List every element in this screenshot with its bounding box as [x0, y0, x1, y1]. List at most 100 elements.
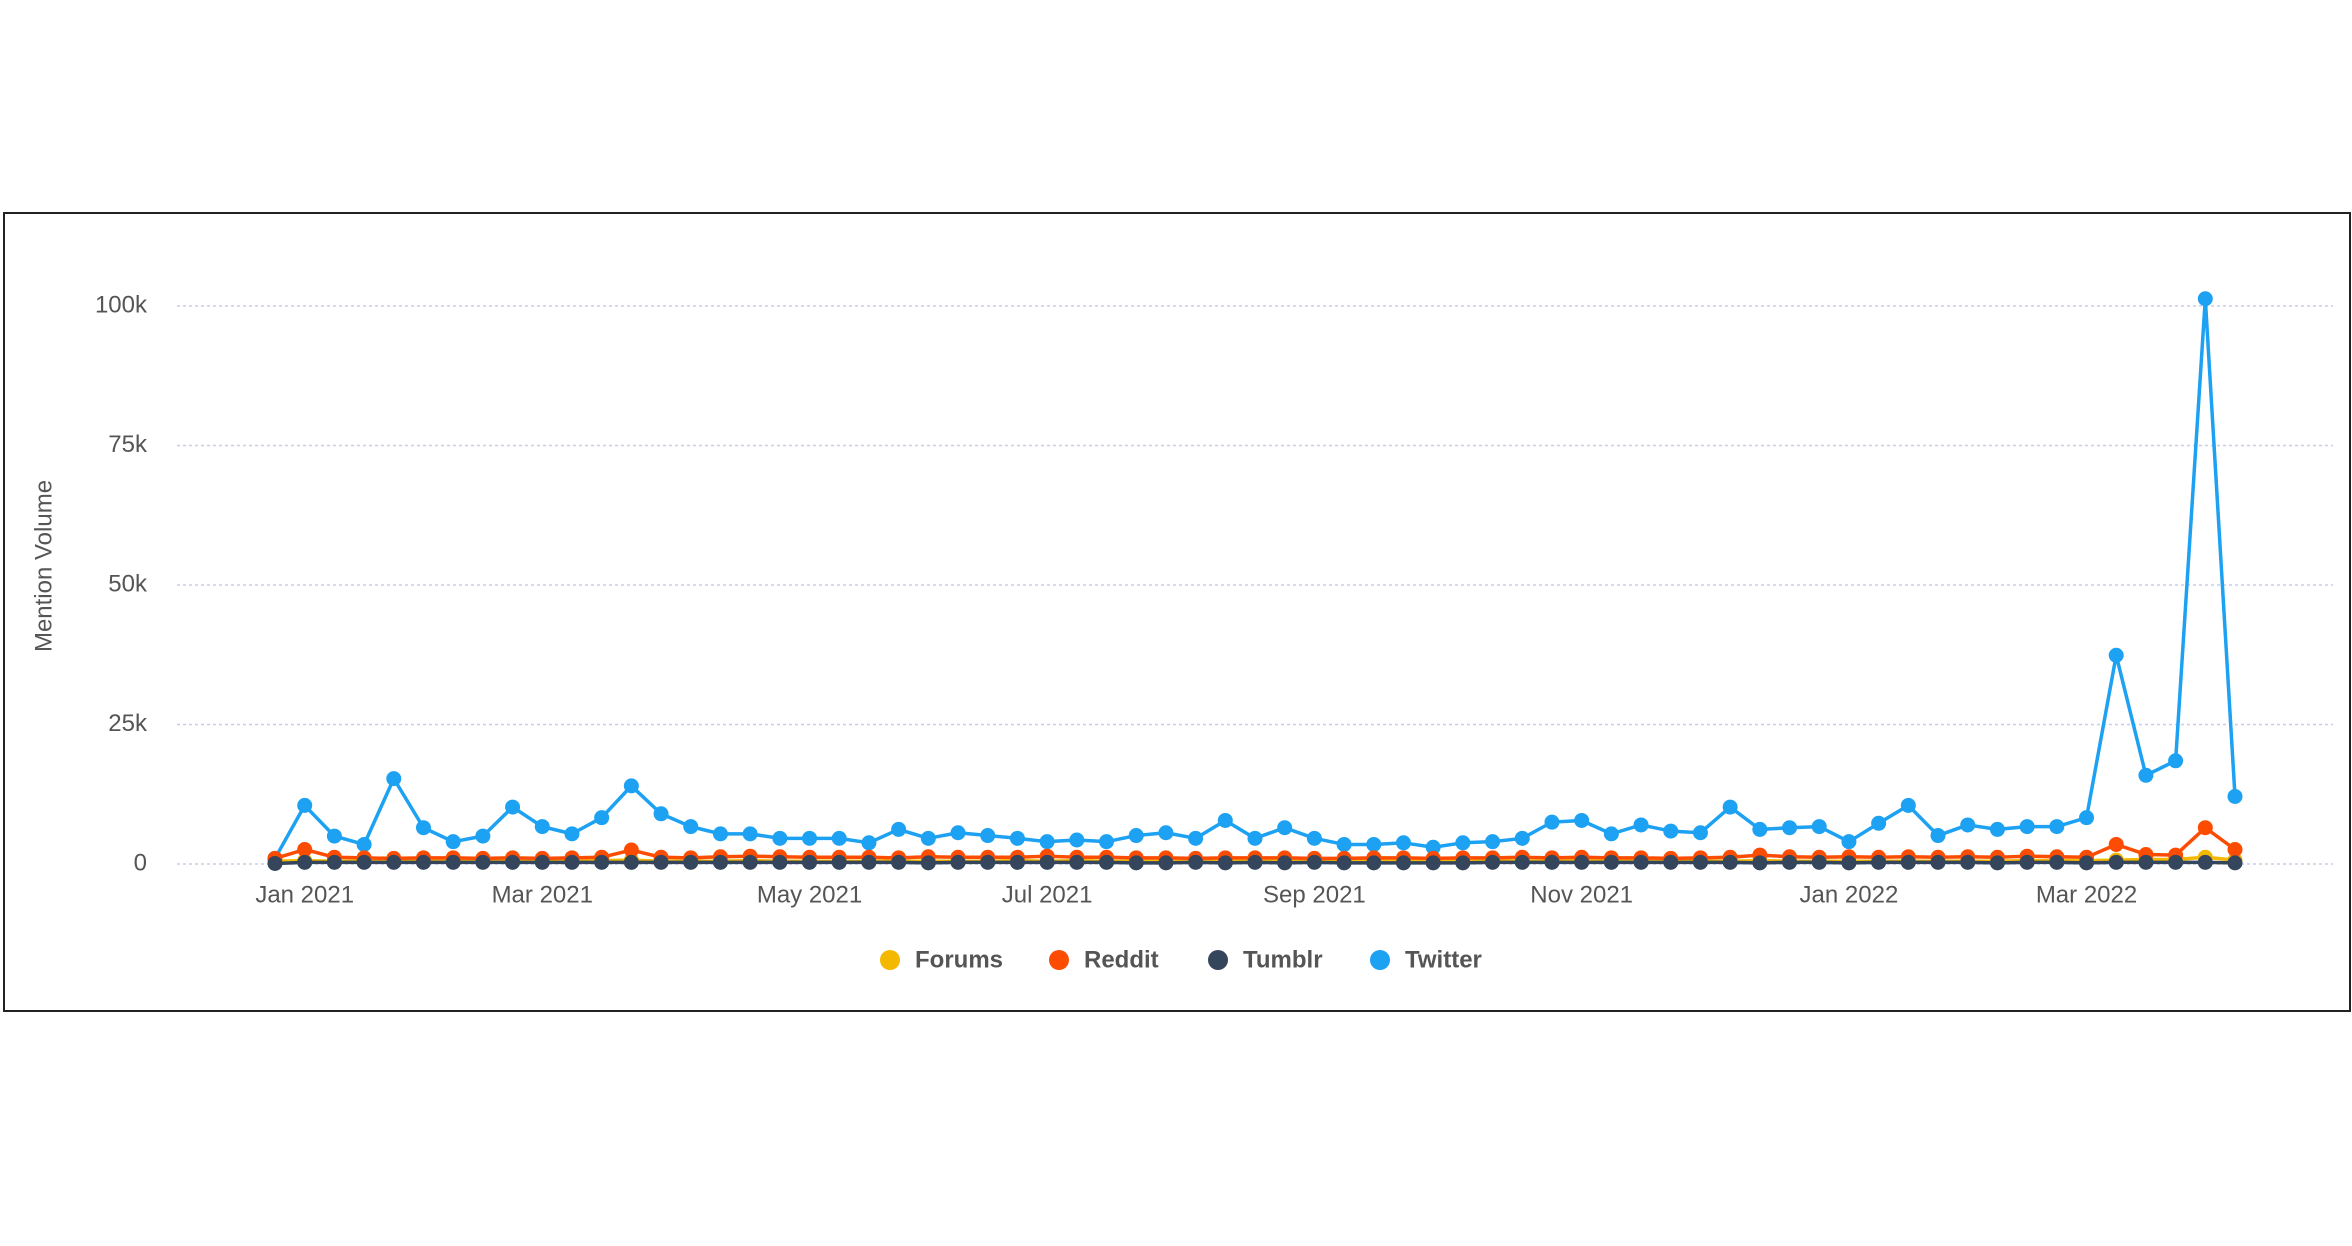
- data-point: [712, 826, 728, 842]
- data-point: [415, 820, 431, 836]
- y-tick-label: 25k: [108, 710, 148, 737]
- data-point: [1663, 823, 1679, 839]
- data-point: [1188, 830, 1204, 846]
- data-point: [1069, 854, 1085, 870]
- legend-marker: [1208, 950, 1228, 970]
- data-point: [1544, 854, 1560, 870]
- x-tick-label: May 2021: [757, 881, 862, 908]
- data-point: [1277, 820, 1293, 836]
- data-point: [1217, 812, 1233, 828]
- data-point: [505, 854, 521, 870]
- data-point: [564, 854, 580, 870]
- data-point: [2227, 788, 2243, 804]
- data-point: [1871, 854, 1887, 870]
- y-tick-label: 100k: [95, 291, 148, 318]
- data-point: [2227, 841, 2243, 857]
- data-point: [1366, 855, 1382, 871]
- data-point: [2079, 855, 2095, 871]
- data-point: [1900, 797, 1916, 813]
- data-point: [623, 842, 639, 858]
- data-point: [445, 834, 461, 850]
- data-point: [386, 771, 402, 787]
- data-point: [356, 854, 372, 870]
- data-point: [2138, 854, 2154, 870]
- data-point: [1306, 854, 1322, 870]
- x-tick-label: Mar 2022: [2036, 881, 2137, 908]
- data-point: [1188, 854, 1204, 870]
- data-point: [1930, 828, 1946, 844]
- data-point: [415, 854, 431, 870]
- data-point: [1158, 855, 1174, 871]
- data-point: [623, 778, 639, 794]
- data-point: [1366, 836, 1382, 852]
- data-point: [1336, 855, 1352, 871]
- data-point: [2079, 810, 2095, 826]
- data-point: [980, 854, 996, 870]
- data-point: [772, 830, 788, 846]
- data-point: [1960, 854, 1976, 870]
- x-tick-label: Nov 2021: [1530, 881, 1633, 908]
- data-point: [2197, 820, 2213, 836]
- data-point: [1039, 854, 1055, 870]
- data-point: [1960, 817, 1976, 833]
- data-point: [1247, 854, 1263, 870]
- data-point: [1128, 828, 1144, 844]
- data-point: [861, 854, 877, 870]
- data-point: [2108, 854, 2124, 870]
- data-point: [356, 836, 372, 852]
- data-point: [653, 854, 669, 870]
- data-point: [1841, 855, 1857, 871]
- data-point: [1336, 836, 1352, 852]
- data-point: [1247, 830, 1263, 846]
- x-tick-label: Jul 2021: [1002, 881, 1093, 908]
- legend-marker: [880, 950, 900, 970]
- data-point: [1395, 835, 1411, 851]
- data-point: [1692, 825, 1708, 841]
- data-point: [2049, 819, 2065, 835]
- data-point: [2049, 854, 2065, 870]
- data-point: [1752, 855, 1768, 871]
- data-point: [534, 819, 550, 835]
- data-point: [297, 854, 313, 870]
- data-point: [1989, 821, 2005, 837]
- y-tick-label: 75k: [108, 431, 148, 458]
- data-point: [1752, 821, 1768, 837]
- data-point: [2138, 767, 2154, 783]
- legend-label: Reddit: [1084, 946, 1159, 973]
- x-tick-label: Sep 2021: [1263, 881, 1366, 908]
- data-point: [1009, 854, 1025, 870]
- data-point: [1603, 854, 1619, 870]
- data-point: [475, 854, 491, 870]
- data-point: [1633, 817, 1649, 833]
- data-point: [1782, 820, 1798, 836]
- data-point: [1039, 834, 1055, 850]
- data-point: [653, 806, 669, 822]
- legend-label: Forums: [915, 946, 1003, 973]
- legend-label: Tumblr: [1243, 946, 1323, 973]
- data-point: [1574, 812, 1590, 828]
- data-point: [742, 826, 758, 842]
- data-point: [1722, 854, 1738, 870]
- data-point: [1871, 815, 1887, 831]
- data-point: [2108, 836, 2124, 852]
- data-point: [1514, 854, 1530, 870]
- y-tick-label: 0: [134, 849, 147, 876]
- data-point: [475, 828, 491, 844]
- data-point: [326, 854, 342, 870]
- data-point: [297, 841, 313, 857]
- data-point: [1633, 854, 1649, 870]
- data-point: [861, 835, 877, 851]
- data-point: [2019, 854, 2035, 870]
- data-point: [1514, 830, 1530, 846]
- data-point: [1069, 832, 1085, 848]
- data-point: [1425, 839, 1441, 855]
- data-point: [1485, 854, 1501, 870]
- data-point: [920, 855, 936, 871]
- chart-frame: [3, 212, 2351, 1012]
- data-point: [2197, 291, 2213, 307]
- data-point: [2197, 854, 2213, 870]
- x-tick-label: Jan 2021: [255, 881, 354, 908]
- data-point: [2227, 855, 2243, 871]
- data-point: [950, 854, 966, 870]
- data-point: [1663, 854, 1679, 870]
